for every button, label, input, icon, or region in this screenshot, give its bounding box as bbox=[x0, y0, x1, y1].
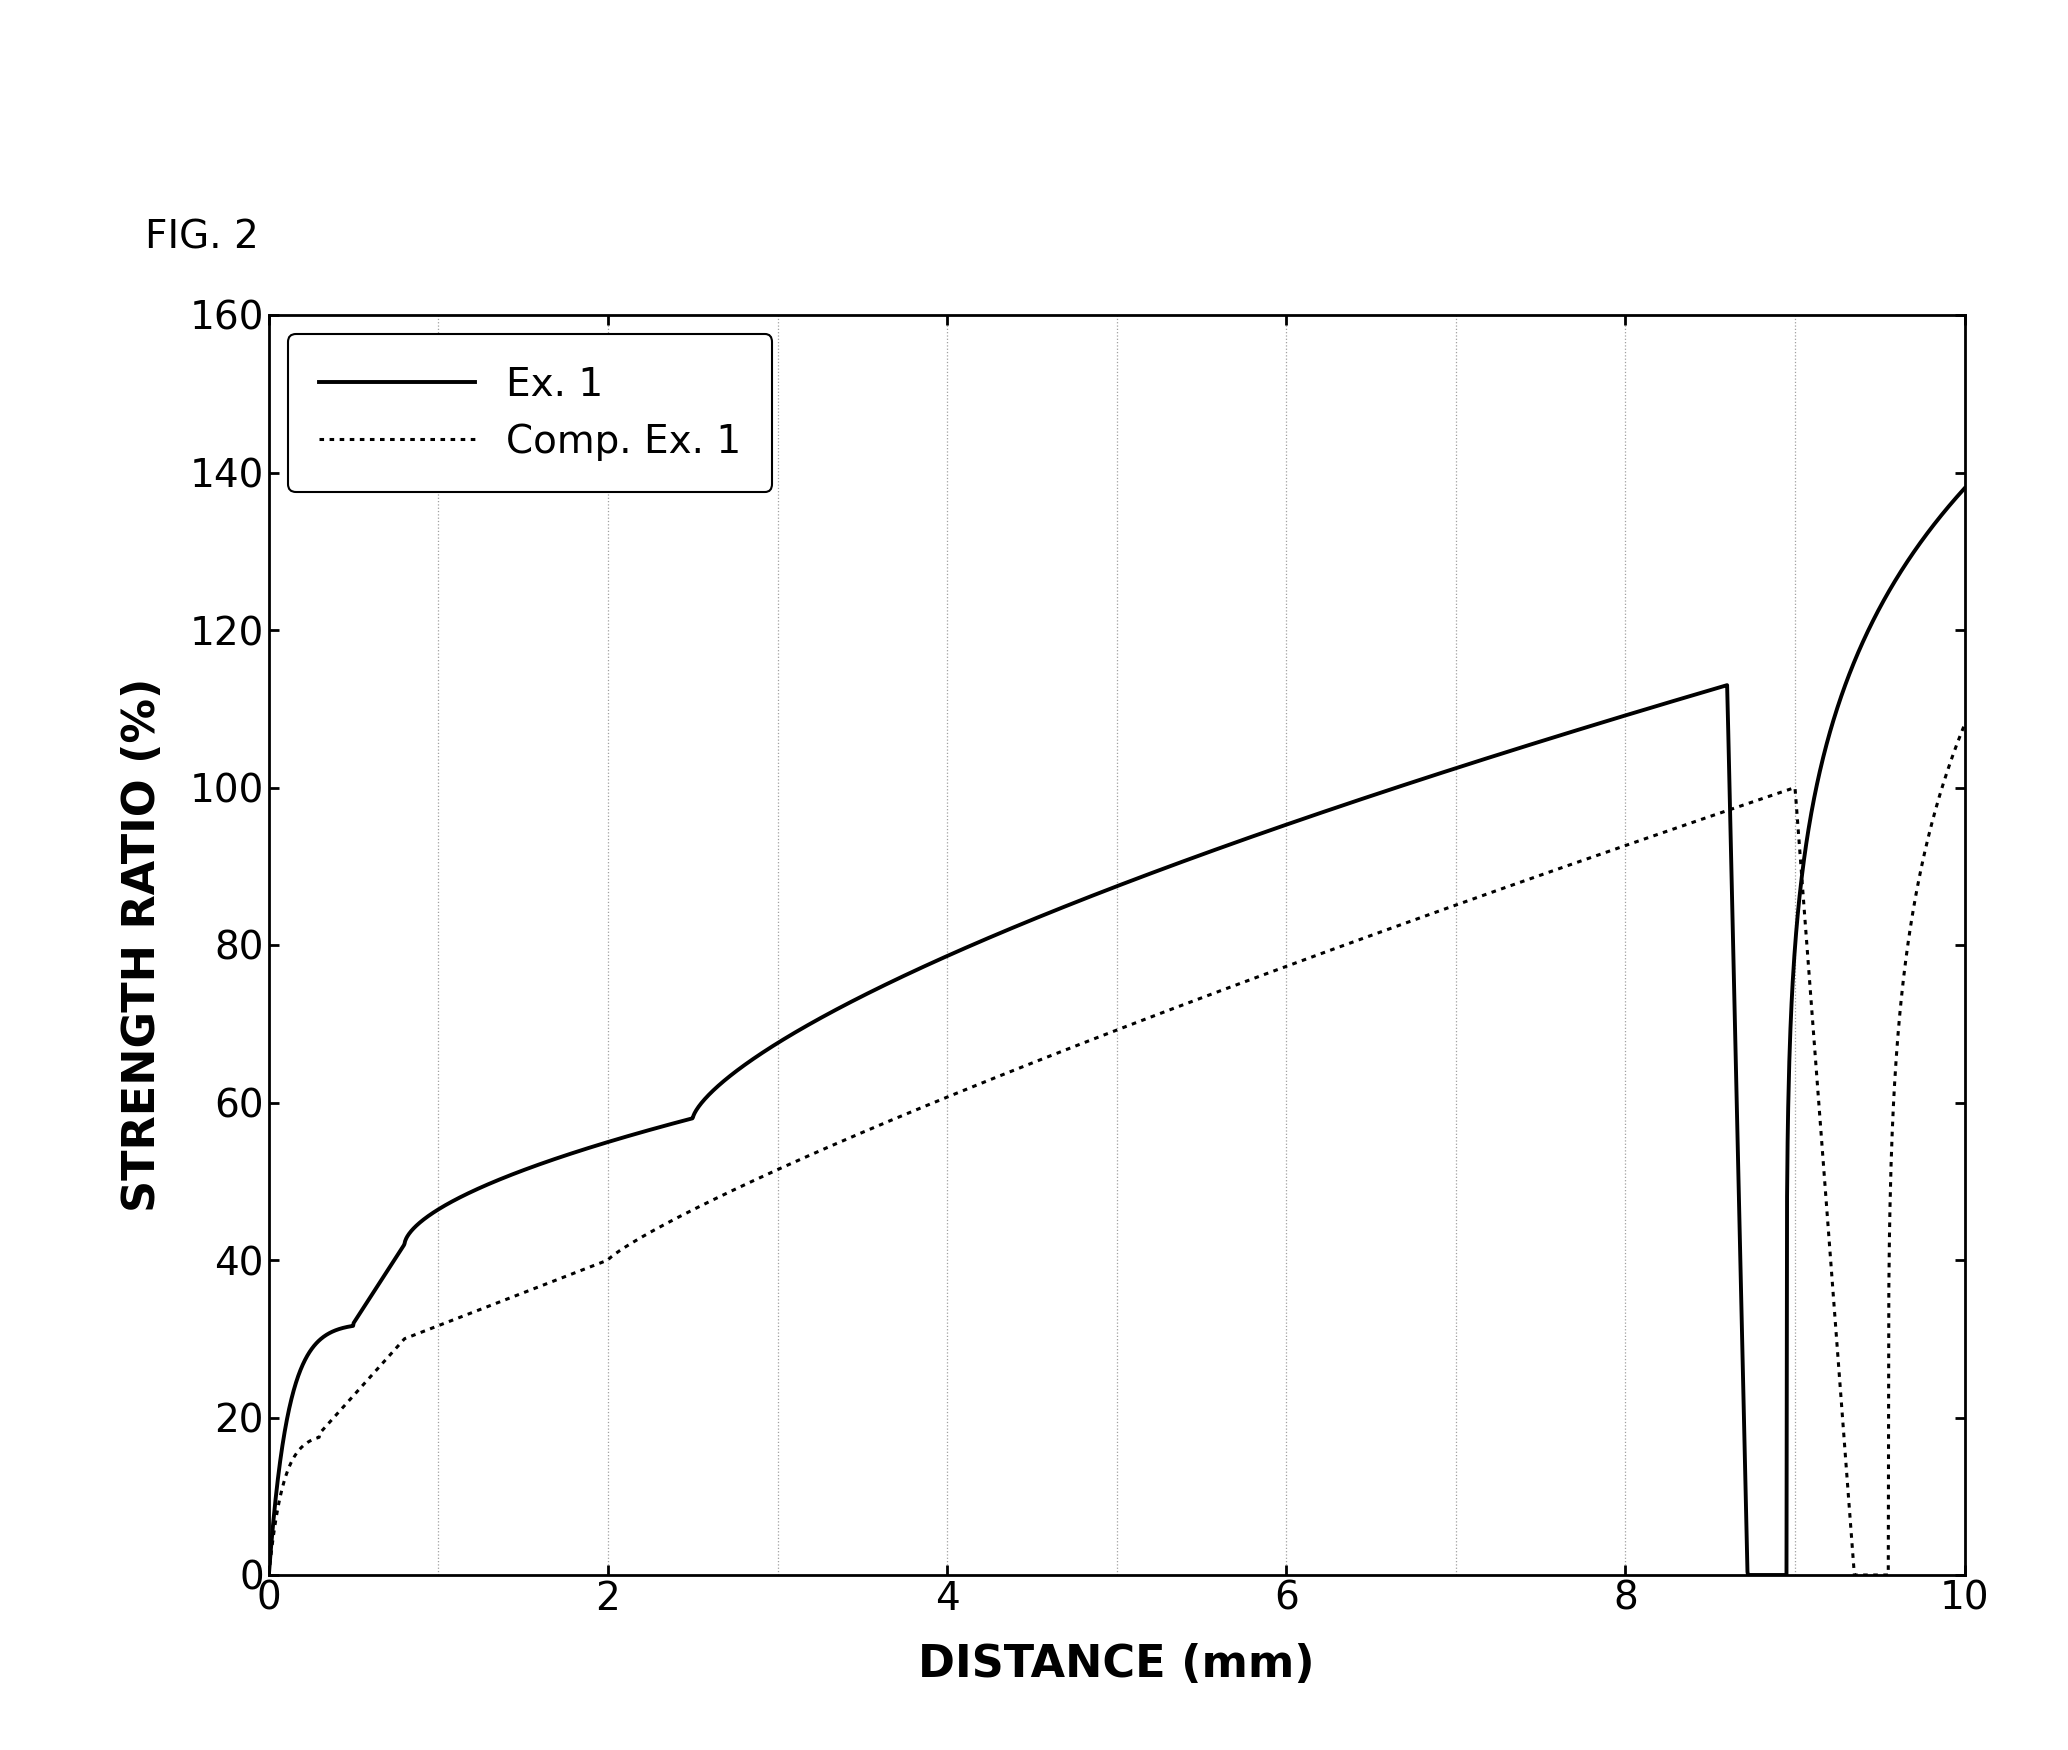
Line: Ex. 1: Ex. 1 bbox=[269, 488, 1965, 1575]
Ex. 1 bbox=[550, 1146, 575, 1167]
Y-axis label: STRENGTH RATIO (%): STRENGTH RATIO (%) bbox=[122, 677, 165, 1213]
Ex. 1 bbox=[256, 1564, 281, 1586]
Line: Comp. Ex. 1: Comp. Ex. 1 bbox=[269, 724, 1965, 1575]
Comp. Ex. 1 bbox=[1737, 793, 1762, 814]
Comp. Ex. 1 bbox=[451, 1306, 476, 1326]
Ex. 1 bbox=[451, 1186, 476, 1207]
X-axis label: DISTANCE (mm): DISTANCE (mm) bbox=[918, 1643, 1315, 1685]
Text: FIG. 2: FIG. 2 bbox=[145, 219, 258, 257]
Comp. Ex. 1 bbox=[1919, 816, 1944, 836]
Ex. 1 bbox=[1952, 478, 1977, 499]
Comp. Ex. 1 bbox=[256, 1564, 281, 1586]
Comp. Ex. 1 bbox=[550, 1267, 575, 1288]
Ex. 1 bbox=[1919, 518, 1944, 539]
Legend: Ex. 1, Comp. Ex. 1: Ex. 1, Comp. Ex. 1 bbox=[287, 334, 773, 492]
Comp. Ex. 1 bbox=[980, 1068, 1005, 1088]
Comp. Ex. 1 bbox=[906, 1097, 931, 1118]
Ex. 1 bbox=[980, 926, 1005, 947]
Ex. 1 bbox=[906, 959, 931, 980]
Ex. 1 bbox=[1737, 1564, 1762, 1586]
Comp. Ex. 1 bbox=[1952, 714, 1977, 735]
